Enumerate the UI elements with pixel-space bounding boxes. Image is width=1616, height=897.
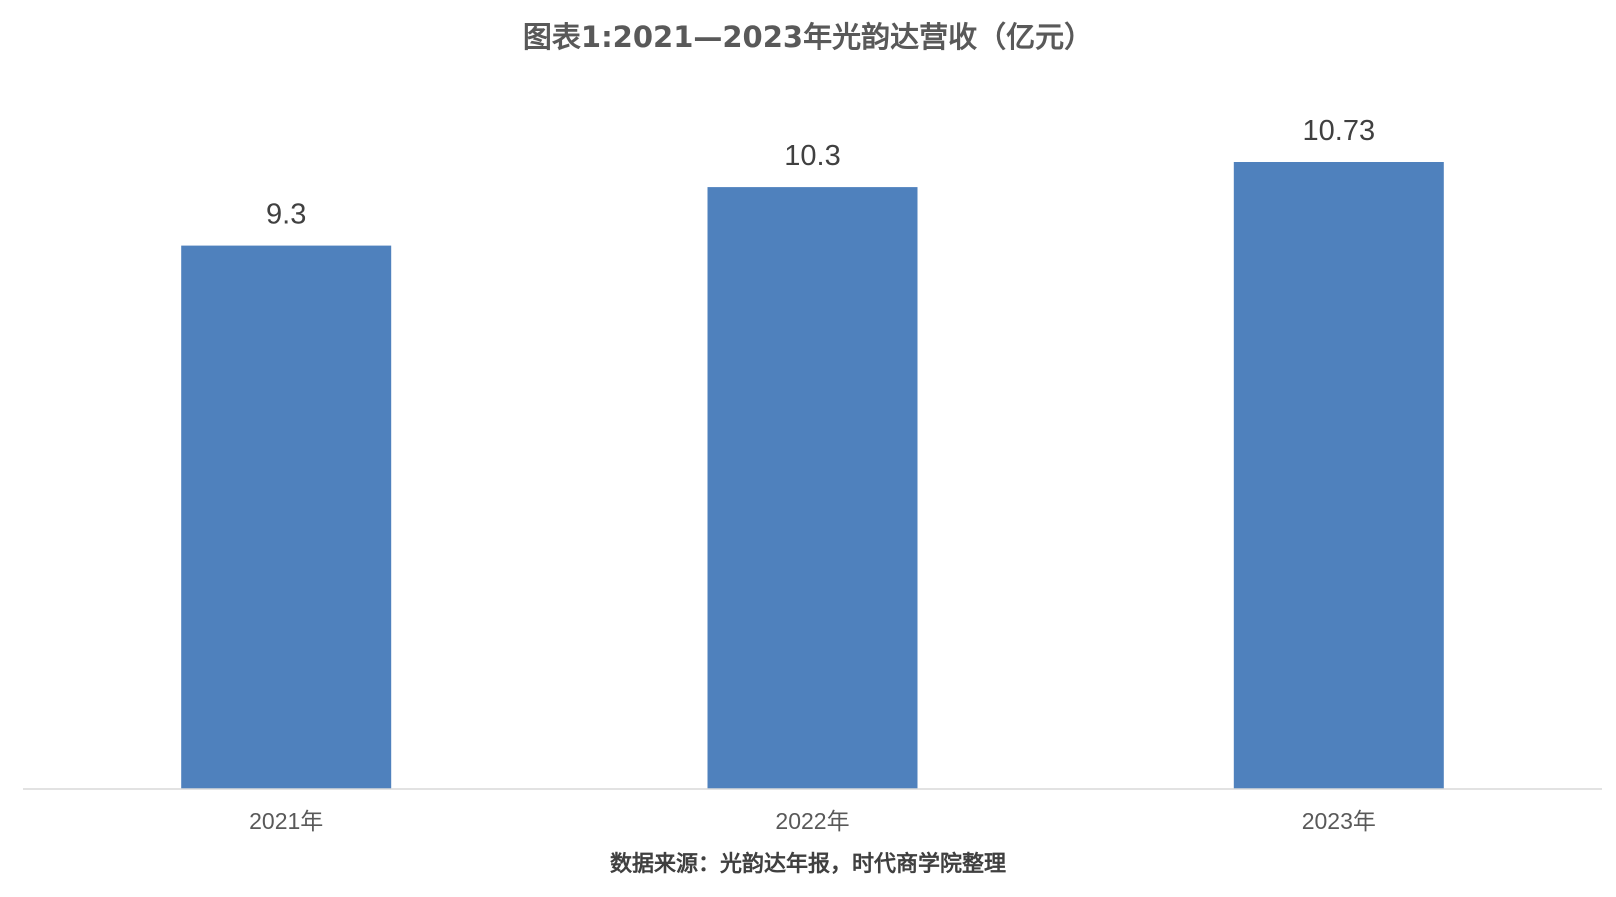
bar-3: [1233, 162, 1444, 789]
labels-layer: 9.3 2021年 10.3 2022年 10.73 2023年: [249, 115, 1376, 834]
x-tick-label: 2022年: [775, 808, 849, 834]
x-tick-label: 2023年: [1302, 808, 1376, 834]
bar-value-label: 10.73: [1303, 115, 1376, 147]
bars-layer: [181, 162, 1444, 790]
bar-value-label: 10.3: [784, 140, 840, 172]
source-note: 数据来源：光韵达年报，时代商学院整理: [609, 851, 1006, 877]
chart-title: 图表1:2021—2023年光韵达营收（亿元）: [522, 20, 1094, 54]
bar-1: [181, 245, 392, 790]
bar-2: [707, 187, 918, 790]
bar-value-label: 9.3: [266, 199, 306, 231]
x-tick-label: 2021年: [249, 808, 323, 834]
